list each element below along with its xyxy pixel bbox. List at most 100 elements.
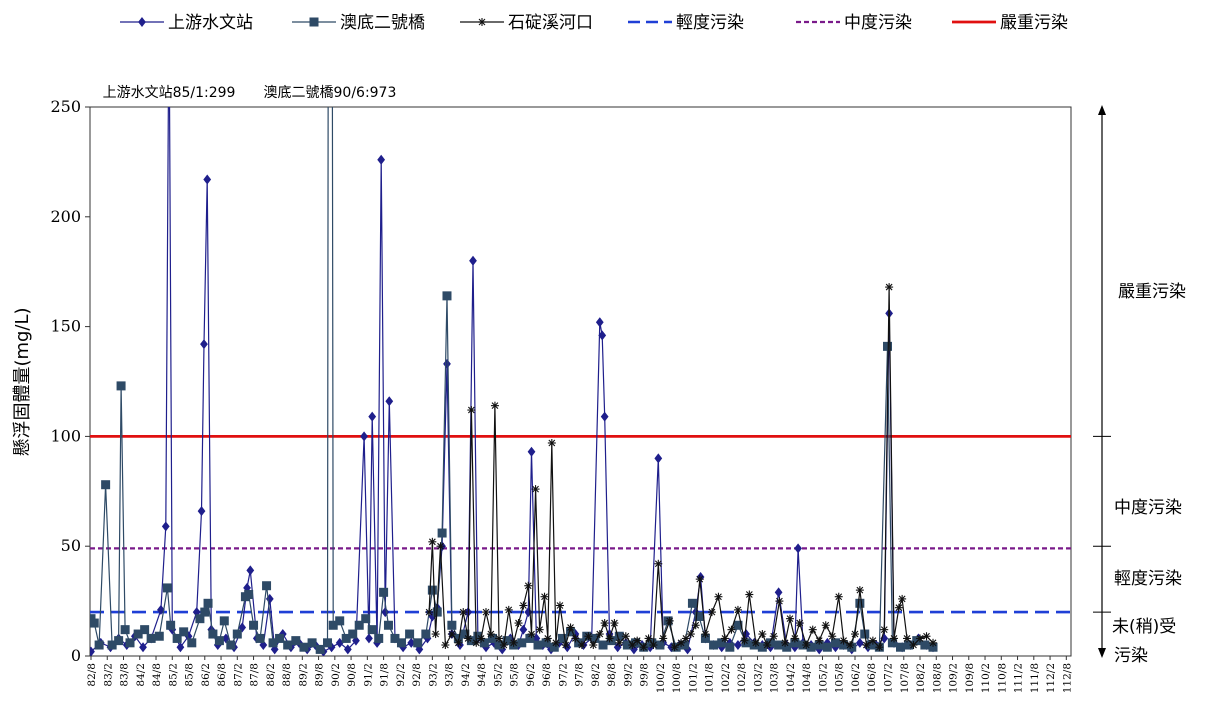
x-tick-label: 112/2	[1045, 663, 1057, 693]
data-point	[443, 358, 451, 369]
peak-annotation: 澳底二號橋90/6:973	[264, 85, 397, 101]
data-point	[916, 634, 925, 643]
x-tick-label: 109/2	[948, 663, 960, 693]
data-point	[482, 608, 491, 617]
data-point	[385, 396, 394, 407]
data-point	[140, 625, 150, 635]
data-point	[219, 616, 229, 626]
data-point	[903, 634, 912, 643]
x-tick-label: 100/8	[671, 663, 683, 693]
x-tick-label: 88/2	[265, 663, 277, 687]
plot-area	[89, 106, 1072, 657]
data-point	[740, 636, 749, 645]
data-point	[577, 641, 586, 650]
x-tick-label: 100/2	[655, 663, 667, 693]
legend-label: 石碇溪河口	[508, 13, 593, 33]
data-point	[555, 601, 564, 610]
x-tick-label: 108/2	[915, 663, 927, 693]
data-point	[283, 640, 293, 650]
data-point	[208, 629, 218, 639]
data-point	[368, 411, 377, 422]
data-point	[589, 641, 598, 650]
data-point	[834, 592, 843, 601]
data-point	[561, 641, 570, 650]
series-3	[425, 283, 938, 652]
x-tick-label: 88/8	[281, 663, 293, 687]
x-tick-label: 92/2	[395, 663, 407, 687]
data-point	[745, 590, 754, 599]
data-point	[343, 644, 352, 655]
x-tick-label: 89/8	[314, 663, 326, 687]
x-tick-label: 82/8	[86, 663, 98, 687]
data-point	[714, 592, 723, 601]
x-tick-label: 85/8	[184, 663, 196, 687]
y-axis-label: 懸浮固體量(mg/L)	[12, 307, 33, 456]
data-point	[679, 640, 689, 650]
x-tick-label: 96/8	[541, 663, 553, 687]
data-point	[379, 587, 389, 597]
data-point	[464, 634, 473, 643]
zone-label: 輕度污染	[1114, 569, 1182, 589]
legend-label: 澳底二號橋	[340, 13, 425, 33]
data-point	[775, 597, 784, 606]
data-point	[595, 630, 604, 639]
data-point	[687, 598, 697, 608]
data-point	[361, 614, 371, 624]
data-point	[365, 633, 373, 644]
legend-marker	[478, 18, 486, 26]
data-point	[299, 642, 309, 652]
data-point	[161, 521, 170, 532]
data-point	[157, 604, 165, 615]
data-point	[527, 630, 536, 639]
y-axis: 0 50 100 150 200 250	[50, 97, 90, 665]
data-point	[437, 528, 447, 538]
data-point	[101, 480, 111, 490]
legend-label: 嚴重污染	[1000, 13, 1068, 33]
data-point	[200, 607, 210, 617]
data-point	[808, 625, 817, 634]
x-tick-label: 112/8	[1061, 663, 1073, 693]
data-point	[896, 642, 906, 652]
x-tick-label: 102/2	[720, 663, 732, 693]
data-point	[821, 621, 830, 630]
zone-label: 污染	[1114, 646, 1148, 666]
data-point	[691, 621, 700, 630]
data-point	[751, 638, 760, 647]
data-point	[255, 633, 265, 643]
x-tick-label: 91/2	[362, 663, 374, 687]
data-point	[405, 629, 415, 639]
x-tick-label: 98/8	[606, 663, 618, 687]
data-point	[644, 634, 653, 643]
data-point	[315, 644, 325, 654]
data-point	[195, 614, 205, 624]
y-tick-label: 200	[50, 207, 81, 226]
data-point	[720, 634, 729, 643]
x-tick-label: 93/2	[427, 663, 439, 687]
data-point	[649, 641, 658, 650]
data-point	[774, 640, 784, 650]
data-point	[275, 633, 285, 643]
data-point	[802, 641, 811, 650]
data-point	[855, 586, 864, 595]
data-point	[360, 431, 368, 442]
data-point	[90, 618, 99, 628]
x-tick-label: 103/2	[752, 663, 764, 693]
x-tick-label: 107/8	[899, 663, 911, 693]
x-tick-label: 104/2	[785, 663, 797, 693]
data-point	[855, 637, 864, 648]
legend-item: 中度污染	[796, 13, 912, 33]
reference-lines	[90, 434, 1071, 614]
data-point	[531, 485, 540, 494]
data-point	[621, 632, 630, 641]
data-point	[794, 543, 802, 554]
x-tick-label: 94/2	[460, 663, 472, 687]
data-point	[605, 634, 614, 643]
x-tick-label: 110/2	[980, 663, 992, 693]
data-point	[396, 638, 406, 648]
data-point	[855, 598, 865, 608]
data-point	[551, 638, 560, 647]
data-point	[246, 565, 255, 576]
data-point	[868, 636, 877, 645]
data-point	[172, 633, 182, 643]
